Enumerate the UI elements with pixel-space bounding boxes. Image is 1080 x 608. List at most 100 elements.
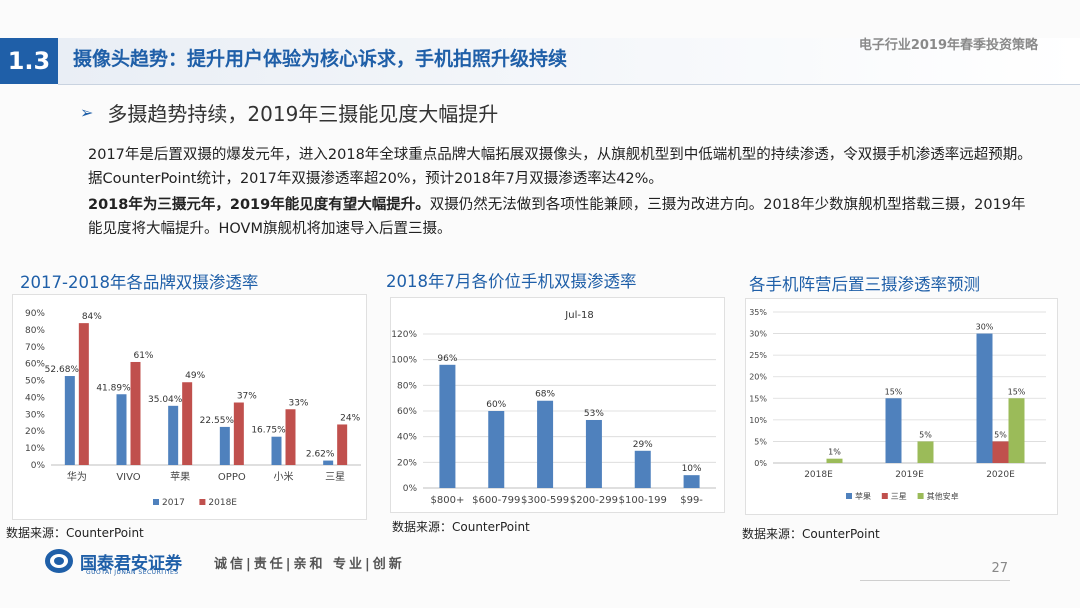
chart2-y-tick-label: 60%	[397, 407, 417, 417]
chart3-y-tick-label: 0%	[754, 459, 767, 468]
chart2-y-tick-label: 100%	[391, 356, 417, 366]
chart3-legend-swatch	[846, 493, 852, 499]
chart1-bar	[168, 405, 179, 465]
chart1-data-label: 41.89%	[96, 383, 131, 393]
chart1-y-tick-label: 40%	[25, 393, 45, 403]
chart3-y-tick-label: 20%	[749, 373, 767, 382]
chart1-data-label: 35.04%	[148, 395, 183, 405]
chart2-bar	[439, 364, 456, 488]
chart1-legend-label: 2018E	[208, 498, 237, 508]
chart1-x-tick-label: VIVO	[116, 472, 140, 483]
chart1-data-label: 16.75%	[251, 426, 286, 436]
chart2-data-label: 68%	[535, 390, 555, 400]
chart3-data-label: 5%	[919, 430, 932, 439]
chart1-bar	[337, 424, 348, 465]
chart3-y-tick-label: 10%	[749, 416, 767, 425]
chart3-legend-label: 三星	[891, 492, 907, 501]
chart1-data-label: 49%	[185, 371, 205, 381]
chart1-data-label: 52.68%	[45, 365, 80, 375]
chart1-data-label: 61%	[133, 351, 153, 361]
chart1-data-label: 33%	[288, 398, 308, 408]
chart2-data-label: 60%	[486, 400, 506, 410]
chart2-inner-title: Jul-18	[564, 310, 593, 321]
chart2-source: 数据来源：CounterPoint	[392, 520, 530, 534]
chart1-legend-swatch	[153, 499, 159, 505]
chart3-y-tick-label: 30%	[749, 330, 767, 339]
chart1-source: 数据来源：CounterPoint	[6, 526, 144, 540]
chart1-data-label: 37%	[237, 392, 257, 402]
chart1-bar	[233, 402, 244, 465]
chart2-data-label: 29%	[633, 440, 653, 450]
chart1-y-tick-label: 10%	[25, 444, 45, 454]
chart3-data-label: 15%	[1008, 387, 1026, 396]
chart3-y-tick-label: 25%	[749, 351, 767, 360]
company-name-en: GUOTAI JUNAN SECURITIES	[86, 569, 179, 576]
chart2-bar	[488, 411, 505, 488]
chart3-bar	[1008, 398, 1025, 463]
header-divider	[58, 84, 1080, 85]
chart2-container: 0% 20% 40% 60% 80% 100% 120% $800+ 96% $600-799 60…	[390, 297, 725, 513]
footer-divider	[860, 580, 1010, 581]
chart2-data-label: 96%	[437, 354, 457, 364]
chart1-svg: 0% 10% 20% 30% 40% 50% 60% 70% 80% 90% 华为 52.68% 84%…	[25, 309, 361, 508]
company-name: 国泰君安证券	[80, 553, 182, 574]
paragraph-1: 2017年是后置双摄的爆发元年，进入2018年全球重点品牌大幅拓展双摄像头，从旗…	[88, 147, 1032, 187]
chart1-bar	[271, 436, 282, 465]
paragraph-2: 2018年为三摄元年，2019年能见度有望大幅提升。双摄仍然无法做到各项性能兼顾…	[88, 193, 1038, 241]
chart2-y-tick-label: 0%	[403, 484, 418, 494]
company-motto: 诚信|责任|亲和 专业|创新	[214, 557, 405, 572]
chart2-data-label: 10%	[682, 464, 702, 474]
chart3-y-tick-label: 15%	[749, 394, 767, 403]
chart2-y-tick-label: 20%	[397, 458, 417, 468]
chart3-bar	[917, 441, 934, 463]
chart2-title: 2018年7月各价位手机双摄渗透率	[386, 272, 637, 291]
chart3-container: 0% 5% 10% 15% 20% 25% 30% 35% 2018E 1% 2019E 15% 5% 2…	[745, 298, 1058, 515]
chart1-y-tick-label: 80%	[25, 326, 45, 336]
chart1-y-tick-label: 60%	[25, 360, 45, 370]
chart3-x-tick-label: 2018E	[804, 470, 833, 480]
chart3-bar	[976, 333, 993, 463]
chart3-legend-label: 苹果	[855, 491, 871, 501]
chart3-y-tick-label: 5%	[754, 437, 767, 446]
chart2-y-tick-label: 40%	[397, 433, 417, 443]
chart1-bar	[219, 426, 230, 465]
chart1-y-tick-label: 50%	[25, 377, 45, 387]
chart3-source: 数据来源：CounterPoint	[742, 527, 880, 541]
chart3-title: 各手机阵营后置三摄渗透率预测	[749, 275, 980, 294]
company-logo-icon	[45, 549, 73, 573]
chart1-data-label: 22.55%	[200, 416, 235, 426]
chart3-legend-swatch	[917, 493, 924, 499]
chart3-data-label: 1%	[828, 448, 841, 457]
chart1-data-label: 2.62%	[306, 450, 335, 460]
chart1-legend-label: 2017	[162, 498, 185, 508]
chart3-x-tick-label: 2020E	[986, 470, 1015, 480]
chart1-container: 0% 10% 20% 30% 40% 50% 60% 70% 80% 90% 华为 52.68% 84%…	[12, 294, 367, 520]
chart1-bar	[182, 382, 193, 465]
chart3-bar	[885, 398, 902, 463]
chart1-x-tick-label: 小米	[274, 470, 294, 483]
chart1-bar	[64, 376, 75, 465]
chart3-svg: 0% 5% 10% 15% 20% 25% 30% 35% 2018E 1% 2019E 15% 5% 2…	[749, 308, 1046, 501]
chart1-title: 2017-2018年各品牌双摄渗透率	[20, 273, 259, 292]
chart1-y-tick-label: 90%	[25, 309, 45, 319]
chart1-bar	[323, 460, 334, 465]
report-title: 电子行业2019年春季投资策略	[858, 38, 1038, 53]
chart2-y-tick-label: 120%	[391, 330, 417, 340]
chart1-y-tick-label: 0%	[31, 461, 46, 471]
chart1-bar	[130, 361, 141, 465]
chart2-bar	[683, 475, 700, 488]
chart3-bar	[992, 441, 1009, 463]
chart1-x-tick-label: 三星	[325, 471, 345, 483]
chart2-x-tick-label: $800+	[431, 495, 465, 506]
company-logo: 国泰君安证券	[44, 548, 182, 574]
chart2-x-tick-label: $200-299	[570, 495, 618, 506]
chart1-bar	[285, 409, 296, 465]
chart2-x-tick-label: $99-	[680, 495, 703, 506]
paragraph-2-rest: 双摄仍然无法做到各项性能兼顾，三摄为改进方向。2018年少数旗舰机型搭载三摄，2…	[88, 197, 1026, 237]
paragraph-2-bold: 2018年为三摄元年，2019年能见度有望大幅提升。	[88, 197, 430, 213]
chart3-legend-swatch	[881, 493, 888, 499]
chart2-x-tick-label: $100-199	[619, 495, 667, 506]
chart1-y-tick-label: 20%	[25, 427, 45, 437]
chart1-x-tick-label: 华为	[67, 470, 87, 483]
